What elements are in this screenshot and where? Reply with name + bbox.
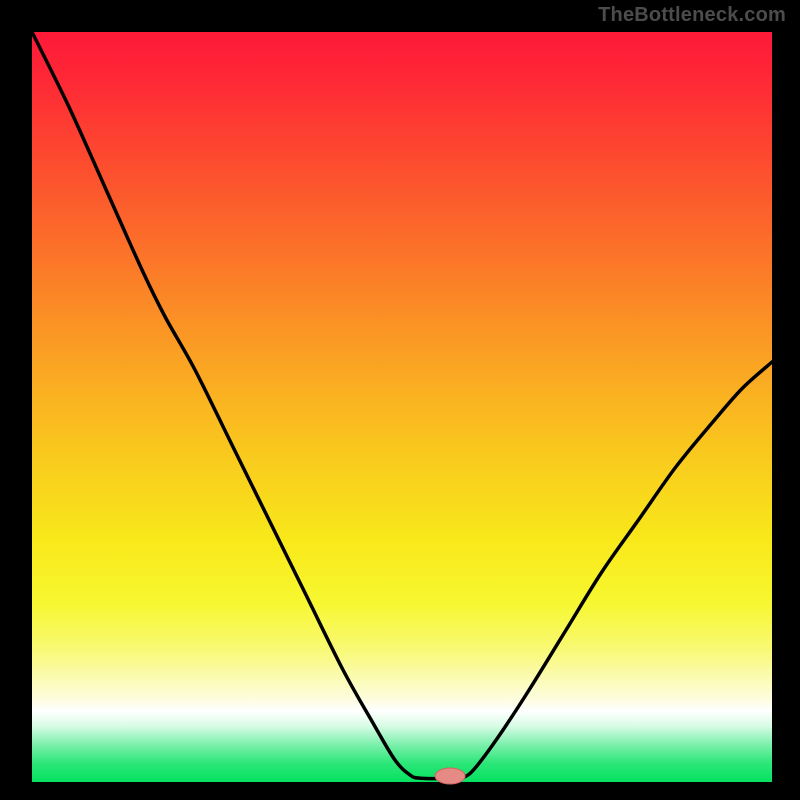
bottleneck-curve-chart: [0, 0, 800, 800]
attribution-text: TheBottleneck.com: [598, 4, 786, 27]
optimal-point-marker: [435, 768, 465, 784]
chart-stage: TheBottleneck.com: [0, 0, 800, 800]
gradient-plot-background: [32, 32, 772, 782]
